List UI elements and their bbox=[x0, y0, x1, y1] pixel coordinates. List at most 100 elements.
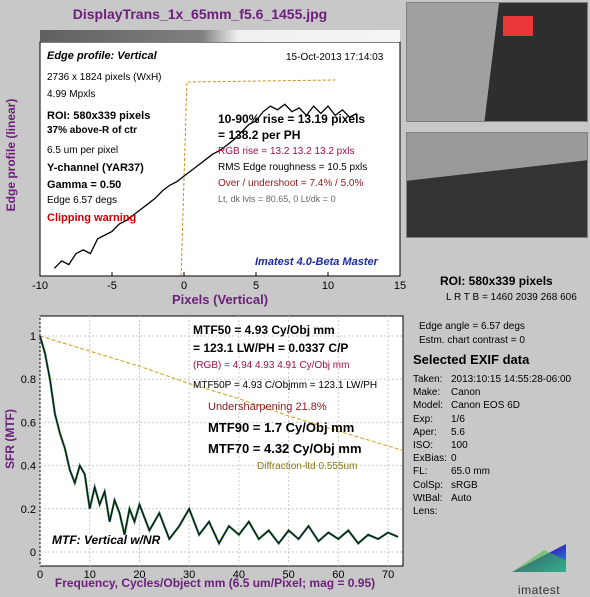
mtf-x-tick-label: 50 bbox=[283, 569, 295, 581]
edge-x-tick-label: 0 bbox=[181, 280, 187, 292]
mtf-x-tick-label: 0 bbox=[37, 569, 43, 581]
edge-x-tick-label: 10 bbox=[322, 280, 334, 292]
brand-note: Imatest 4.0-Beta Master bbox=[255, 256, 378, 268]
exif-value: 5.6 bbox=[451, 426, 465, 438]
info-um-per-px: 6.5 um per pixel bbox=[47, 145, 119, 156]
mtf-x-tick-label: 70 bbox=[382, 569, 394, 581]
mtf50-line2: = 123.1 LW/PH = 0.0337 C/P bbox=[193, 341, 349, 355]
edge-roughness: RMS Edge roughness = 10.5 pxls bbox=[218, 162, 368, 173]
roi-title: ROI: 580x339 pixels bbox=[440, 274, 553, 288]
edge-angle: Edge angle = 6.57 degs bbox=[419, 321, 525, 332]
exif-key: ColSp: bbox=[413, 479, 444, 491]
info-above: 37% above-R of ctr bbox=[47, 125, 138, 136]
mtf-x-tick-label: 30 bbox=[183, 569, 195, 581]
exif-key: Model: bbox=[413, 400, 444, 412]
exif-row: FL: 65.0 mm bbox=[413, 466, 490, 477]
full-image-thumbnail bbox=[406, 2, 588, 122]
exif-key: Make: bbox=[413, 387, 441, 399]
roi-image bbox=[406, 132, 588, 238]
overshoot: Over / undershoot = 7.4% / 5.0% bbox=[218, 178, 364, 189]
diffraction: Diffraction-ltd 0.555um bbox=[257, 461, 358, 472]
exif-row: Taken: 2013:10:15 14:55:28-06:00 bbox=[413, 374, 571, 385]
rise-line1: 10-90% rise = 13.19 pixels bbox=[218, 112, 366, 126]
mtf90: MTF90 = 1.7 Cy/Obj mm bbox=[208, 420, 355, 435]
imatest-logo-mark bbox=[512, 544, 566, 572]
exif-value: 65.0 mm bbox=[451, 466, 490, 478]
mtf-x-tick-label: 10 bbox=[84, 569, 96, 581]
imatest-logo-text: imatest bbox=[517, 583, 561, 597]
exif-value: 2013:10:15 14:55:28-06:00 bbox=[451, 374, 572, 385]
mtf-grid: 0 10 20 30 40 50 60 70 0 0.2 0.4 0.6 0.8 1 bbox=[21, 316, 403, 581]
exif-key: ISO: bbox=[413, 440, 434, 451]
edge-curves bbox=[53, 79, 358, 277]
levels: Lt, dk lvls = 80.65, 0 Lt/dk = 0 bbox=[218, 194, 336, 204]
exif-row: WtBal: Auto bbox=[413, 493, 472, 504]
exif-row: Exp: 1/6 bbox=[413, 414, 465, 425]
exif-value: Canon EOS 6D bbox=[451, 400, 520, 412]
mtf-y-tick-label: 0 bbox=[30, 547, 36, 559]
mtf70: MTF70 = 4.32 Cy/Obj mm bbox=[208, 441, 362, 456]
mtf-y-tick-label: 0.4 bbox=[21, 461, 36, 473]
mtf-y-tick-label: 0.8 bbox=[21, 374, 36, 386]
mtf-rgb: (RGB) = 4.94 4.93 4.91 Cy/Obj mm bbox=[193, 360, 350, 371]
exif-title: Selected EXIF data bbox=[413, 352, 530, 367]
mtf-ylabel: SFR (MTF) bbox=[3, 409, 17, 469]
edge-date: 15-Oct-2013 17:14:03 bbox=[286, 52, 384, 63]
info-roi: ROI: 580x339 pixels bbox=[47, 110, 151, 122]
mtf-x-tick-label: 20 bbox=[133, 569, 145, 581]
edge-gradient-strip bbox=[40, 30, 400, 42]
mtf-y-tick-label: 0.2 bbox=[21, 504, 36, 516]
mtf-curves bbox=[38, 335, 404, 546]
exif-row: ExBias: 0 bbox=[413, 453, 457, 464]
mtf-diffraction-line bbox=[39, 335, 404, 451]
edge-xlabel: Pixels (Vertical) bbox=[171, 292, 269, 307]
info-edge: Edge 6.57 degs bbox=[47, 195, 118, 206]
edge-x-tick-label: -5 bbox=[107, 280, 117, 292]
mtf-x-tick-label: 60 bbox=[332, 569, 344, 581]
exif-key: Lens: bbox=[413, 506, 438, 517]
chart-contrast: Estm. chart contrast = 0 bbox=[419, 335, 525, 346]
mtf-xlabel: Frequency, Cycles/Object mm (6.5 um/Pixe… bbox=[54, 576, 376, 590]
mtf-y-tick-label: 0.6 bbox=[21, 417, 36, 429]
exif-value: Canon bbox=[451, 387, 481, 399]
roi-lrtb: L R T B = 1460 2039 268 606 bbox=[446, 292, 577, 303]
exif-value: sRGB bbox=[451, 479, 478, 491]
window-title: DisplayTrans_1x_65mm_f5.6_1455.jpg bbox=[72, 6, 328, 22]
rise-line2: = 138.2 per PH bbox=[218, 128, 301, 142]
mtf50p: MTF50P = 4.93 C/Objmm = 123.1 LW/PH bbox=[193, 380, 378, 391]
mtf-line bbox=[39, 335, 399, 545]
exif-key: Exp: bbox=[413, 413, 434, 425]
exif-row: ISO: 100 bbox=[413, 440, 468, 451]
info-mpxls: 4.99 Mpxls bbox=[47, 89, 96, 100]
edge-x-ticks: -10 -5 0 5 10 15 bbox=[32, 272, 406, 292]
exif-key: Taken: bbox=[413, 374, 443, 385]
undersharpening: Undersharpening 21.8% bbox=[208, 401, 327, 413]
clipping-warning: Clipping warning bbox=[47, 212, 137, 224]
exif-value: 1/6 bbox=[451, 413, 465, 425]
info-gamma: Gamma = 0.50 bbox=[47, 179, 122, 191]
exif-key: Aper: bbox=[413, 426, 437, 438]
info-size: 2736 x 1824 pixels (WxH) bbox=[47, 72, 162, 83]
edge-ylabel: Edge profile (linear) bbox=[4, 98, 18, 212]
imatest-logo: imatest bbox=[504, 542, 574, 597]
mtf-plot-area bbox=[39, 315, 404, 567]
edge-header: Edge profile: Vertical bbox=[47, 50, 157, 62]
exif-row: Model: Canon EOS 6D bbox=[413, 400, 520, 411]
info-channel: Y-channel (YAR37) bbox=[47, 162, 144, 174]
exif-row: Lens: bbox=[413, 506, 451, 517]
exif-key: ExBias: bbox=[413, 453, 447, 465]
exif-value: Auto bbox=[451, 492, 472, 504]
exif-value: 0 bbox=[451, 453, 457, 465]
rgb-rise: RGB rise = 13.2 13.2 13.2 pxls bbox=[218, 146, 355, 157]
mtf-corner-label: MTF: Vertical w/NR bbox=[52, 533, 161, 547]
mtf-y-tick-label: 1 bbox=[30, 331, 36, 343]
exif-value: 100 bbox=[451, 440, 468, 451]
edge-x-tick-label: 15 bbox=[394, 280, 406, 292]
exif-row: ColSp: sRGB bbox=[413, 480, 478, 491]
edge-x-tick-label: -10 bbox=[32, 280, 48, 292]
edge-x-tick-label: 5 bbox=[253, 280, 259, 292]
exif-key: WtBal: bbox=[413, 492, 443, 504]
exif-key: FL: bbox=[413, 466, 428, 478]
exif-row: Make: Canon bbox=[413, 387, 480, 398]
